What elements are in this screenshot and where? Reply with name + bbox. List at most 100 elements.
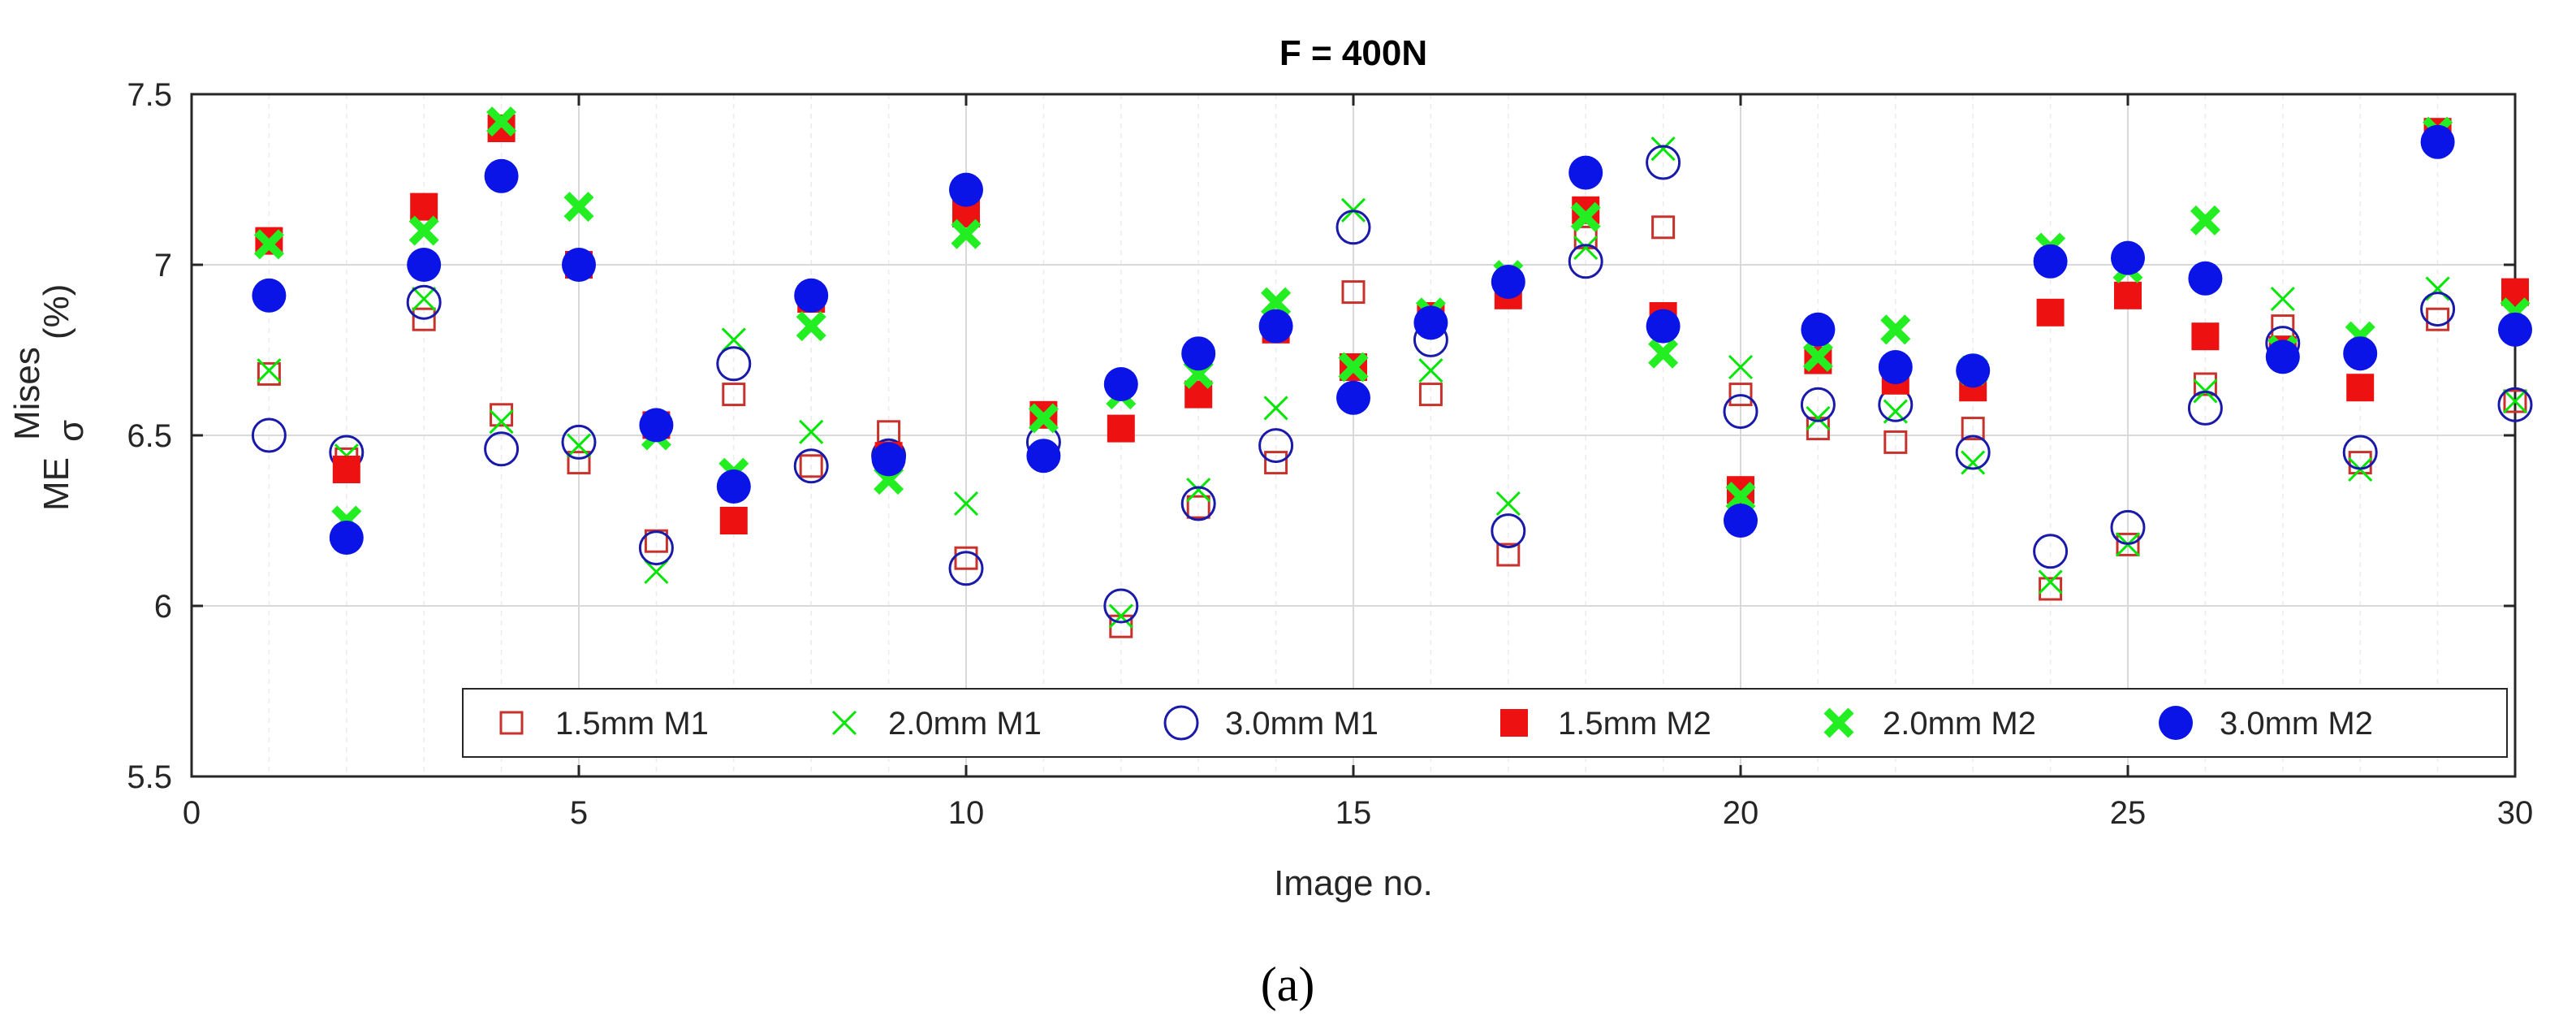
legend-label: 1.5mm M1 (555, 706, 709, 742)
data-point (716, 469, 751, 504)
data-point (567, 451, 591, 475)
figure-caption: (a) (1261, 958, 1315, 1011)
x-tick-label: 0 (183, 795, 201, 831)
data-point (2420, 292, 2456, 327)
data-point (2426, 307, 2450, 331)
data-point (2033, 534, 2069, 569)
data-point (1878, 350, 1913, 384)
legend-label: 2.0mm M1 (888, 706, 1042, 742)
data-point (793, 448, 829, 484)
data-point (2425, 276, 2450, 301)
data-point (257, 361, 281, 386)
data-point (1258, 309, 1293, 344)
data-point (1103, 367, 1138, 401)
data-point (484, 158, 519, 193)
data-point (489, 409, 514, 435)
data-point (2110, 509, 2146, 545)
data-point (1418, 358, 1443, 383)
data-point (329, 521, 364, 555)
data-point (871, 442, 906, 477)
svg-text:ME: ME (37, 457, 76, 511)
data-point (2188, 261, 2223, 296)
data-point (1418, 383, 1443, 407)
data-point (1103, 588, 1139, 624)
data-point (1883, 430, 1908, 454)
series-1-5mm-m2 (255, 115, 2529, 534)
x-axis-title: Image no. (1274, 863, 1433, 903)
legend-box (462, 688, 2508, 758)
data-point (1800, 387, 1836, 422)
data-point (1496, 543, 1521, 567)
x-tick-label: 10 (948, 795, 985, 831)
legend-label: 1.5mm M2 (1558, 706, 1711, 742)
data-point (2114, 281, 2142, 309)
data-point (1336, 380, 1370, 415)
data-point (1180, 486, 1216, 521)
data-point (490, 403, 514, 427)
data-point (796, 311, 826, 342)
legend-marker (499, 711, 524, 735)
data-point (1568, 244, 1603, 279)
y-axis-title-unit: (%) (37, 284, 76, 340)
data-point (1648, 338, 1679, 369)
data-point (1413, 305, 1448, 340)
data-point (953, 491, 979, 517)
data-point (1258, 428, 1294, 464)
legend-marker (1500, 709, 1528, 737)
y-tick-label: 6.5 (127, 418, 172, 454)
data-point (2038, 569, 2063, 595)
data-point (1186, 478, 1211, 503)
series-3-0mm-m2 (252, 124, 2532, 555)
data-point (949, 172, 983, 207)
data-point (1802, 341, 1833, 372)
data-point (2193, 372, 2217, 396)
data-point (1491, 513, 1526, 549)
x-tick-label: 20 (1723, 795, 1759, 831)
data-point (1495, 491, 1521, 517)
data-point (1491, 265, 1525, 299)
data-point (1108, 603, 1133, 629)
x-tick-label: 25 (2110, 795, 2147, 831)
data-point (1728, 354, 1754, 380)
data-point (562, 248, 596, 282)
y-tick-label: 6 (154, 589, 172, 625)
data-point (2265, 340, 2300, 374)
data-point (1646, 145, 1681, 180)
data-point (638, 530, 674, 566)
data-point (948, 551, 984, 586)
data-point (1801, 312, 1836, 347)
data-point (1570, 201, 1601, 232)
data-point (1026, 439, 1061, 474)
data-point (566, 433, 592, 458)
data-point (2039, 577, 2063, 601)
data-point (1961, 417, 1985, 441)
legend-label: 3.0mm M1 (1225, 706, 1379, 742)
y-axis-title-sub: σ (51, 420, 91, 442)
data-point (251, 417, 287, 453)
data-point (2502, 388, 2528, 414)
legend: 1.5mm M1 2.0mm M1 3.0mm M1 1.5mm M2 2.0mm M2… (462, 688, 2508, 758)
data-point (1186, 495, 1210, 519)
legend-marker (831, 710, 857, 736)
data-point (408, 215, 439, 246)
data-point (719, 507, 748, 534)
data-point (1263, 396, 1288, 421)
data-point (794, 278, 829, 313)
data-point (1723, 394, 1758, 430)
data-point (563, 192, 594, 223)
y-axis-title: ME σ Mises (%) (7, 284, 91, 511)
data-point (412, 307, 436, 331)
data-point (2190, 205, 2220, 236)
data-point (2348, 451, 2372, 475)
tick-layer: 0 5 10 15 20 25 30 5.5 6 6.5 7 7.5 (127, 77, 2533, 831)
data-point (1806, 405, 1831, 431)
y-axis-title-main: ME (37, 457, 76, 511)
x-tick-label: 15 (1335, 795, 1372, 831)
series-1-5mm-m1 (257, 215, 2527, 638)
legend-marker (1823, 707, 1854, 738)
series-3-0mm-m1 (251, 145, 2533, 624)
data-point (2270, 286, 2295, 312)
data-point (561, 424, 597, 460)
data-point (716, 346, 752, 382)
